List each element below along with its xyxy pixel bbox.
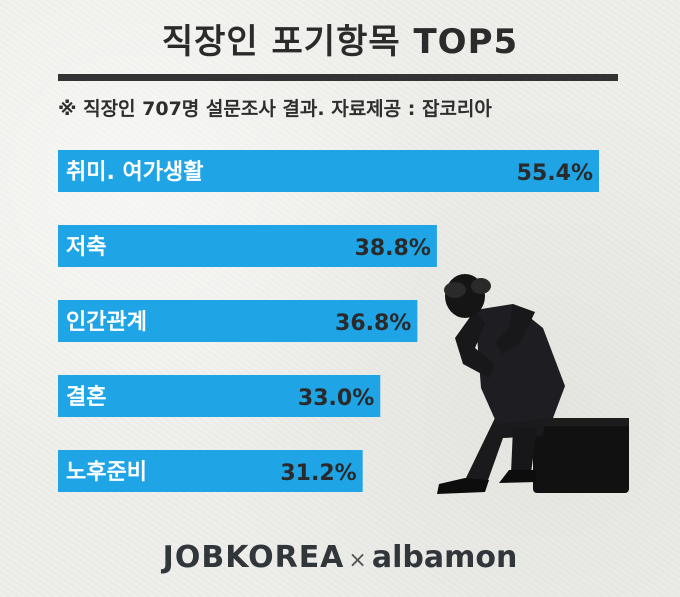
bar-category-label: 저축 xyxy=(66,235,106,260)
brand-logo: JOBKOREA × albamon xyxy=(0,540,680,575)
bar-category-label: 취미. 여가생활 xyxy=(66,160,203,185)
briefcase-body xyxy=(533,418,629,493)
bar-category-label: 결혼 xyxy=(66,385,106,410)
stressed-man-illustration xyxy=(437,274,629,494)
jobkorea-logo: JOBKOREA xyxy=(162,540,345,575)
bar-value-label: 38.8% xyxy=(355,236,431,261)
man-torso xyxy=(475,304,565,424)
bar-value-label: 33.0% xyxy=(298,386,374,411)
man-arm-right xyxy=(495,304,535,354)
bar xyxy=(58,150,599,192)
bar xyxy=(58,375,381,417)
bar-value-label: 55.4% xyxy=(517,161,593,186)
man-hand-right xyxy=(471,278,491,294)
briefcase-lid xyxy=(533,418,629,426)
bar-value-label: 36.8% xyxy=(335,311,411,336)
chart-title: 직장인 포기항목 TOP5 xyxy=(161,22,519,62)
man-shoe xyxy=(437,478,489,494)
man-arm-left xyxy=(455,310,495,378)
man-hand-left xyxy=(444,282,466,298)
bar xyxy=(58,450,363,492)
survey-source-note: ※ 직장인 707명 설문조사 결과. 자료제공 : 잡코리아 xyxy=(58,98,492,120)
albamon-logo: albamon xyxy=(371,540,518,575)
bar-category-label: 인간관계 xyxy=(66,310,147,335)
bar-category-label: 노후준비 xyxy=(66,460,147,485)
man-shoe-2 xyxy=(499,470,537,483)
man-lower-leg xyxy=(511,428,537,473)
bar-value-label: 31.2% xyxy=(280,461,356,486)
bar xyxy=(58,225,437,267)
title-underline xyxy=(58,74,618,81)
bar xyxy=(58,300,418,342)
logo-separator: × xyxy=(348,548,368,573)
